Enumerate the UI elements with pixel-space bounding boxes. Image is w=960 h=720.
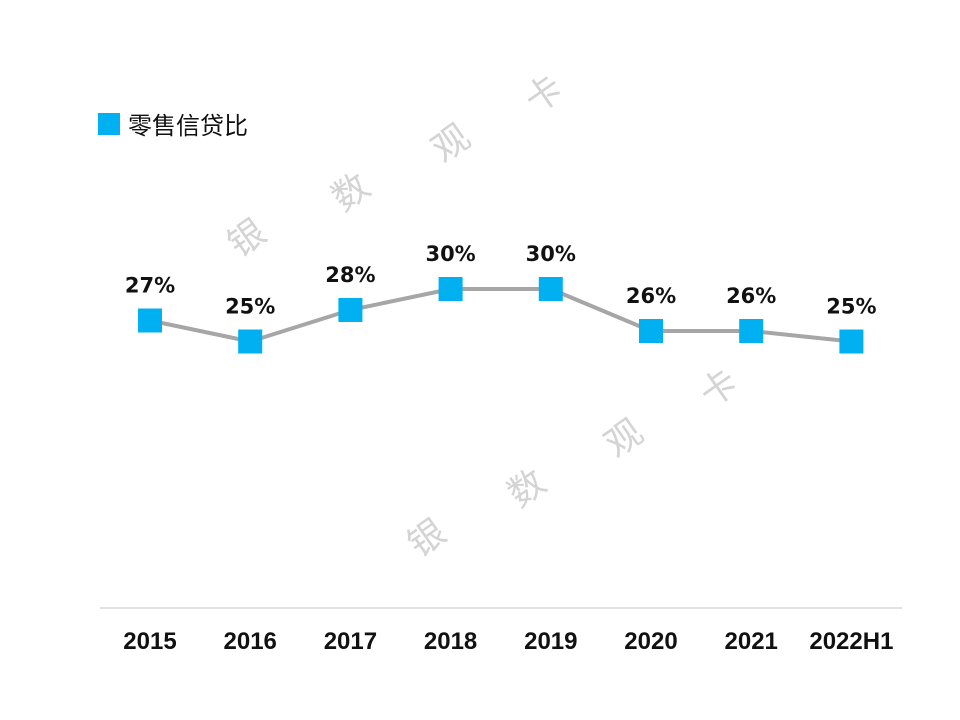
x-tick-layer: 2015 2016 2017 2018 2019 2020 2021 2022H1	[123, 628, 893, 655]
watermark-char: 观	[425, 117, 478, 171]
x-tick-label: 2019	[524, 628, 577, 655]
data-label: 28%	[325, 263, 375, 287]
data-label: 25%	[826, 295, 876, 319]
watermark-char: 数	[325, 166, 378, 220]
data-point-marker	[438, 277, 463, 301]
data-label: 27%	[125, 274, 175, 298]
data-label: 25%	[225, 295, 275, 319]
watermark-char: 数	[501, 462, 554, 516]
data-label: 26%	[726, 284, 776, 308]
data-label: 26%	[626, 284, 676, 308]
x-tick-label: 2020	[624, 628, 677, 655]
data-point-marker	[238, 329, 263, 354]
data-point-marker	[338, 298, 363, 322]
x-tick-label: 2016	[224, 628, 277, 655]
data-point-marker	[538, 277, 563, 301]
x-tick-label: 2022H1	[809, 628, 893, 655]
series-layer	[138, 277, 864, 354]
x-tick-label: 2021	[725, 628, 778, 655]
x-tick-label: 2017	[324, 628, 377, 655]
watermark-char: 卡	[518, 68, 571, 122]
x-tick-label: 2015	[123, 628, 176, 655]
data-point-marker	[639, 319, 663, 343]
legend-label: 零售信贷比	[128, 112, 248, 140]
x-tick-label: 2018	[424, 628, 477, 655]
data-label: 30%	[425, 242, 475, 266]
watermark-char: 观	[598, 412, 651, 466]
data-label: 30%	[526, 242, 576, 266]
legend: 零售信贷比	[98, 106, 248, 141]
legend-swatch-icon	[98, 112, 120, 135]
data-point-marker	[839, 329, 864, 354]
watermark-char: 卡	[693, 362, 746, 416]
watermark-char: 银	[401, 512, 454, 566]
data-point-marker	[739, 319, 764, 343]
watermark-char: 银	[221, 212, 274, 266]
data-point-marker	[138, 308, 162, 333]
data-label-layer: 27% 25% 28% 30% 30% 26% 26% 25%	[125, 242, 877, 319]
series-line	[149, 287, 852, 344]
